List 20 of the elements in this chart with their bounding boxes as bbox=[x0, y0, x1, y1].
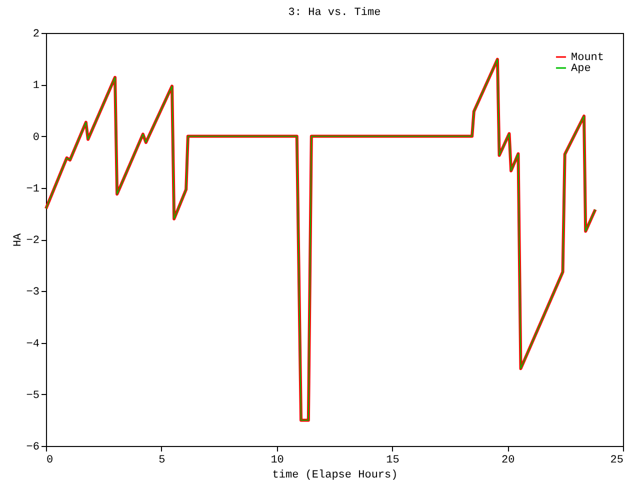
y-tick-label: −4 bbox=[26, 338, 40, 350]
legend-label: Mount bbox=[571, 52, 604, 64]
x-tick-label: 10 bbox=[270, 454, 284, 466]
y-tick-label: 2 bbox=[32, 28, 40, 40]
y-tick-label: −3 bbox=[26, 286, 40, 299]
x-tick-label: 15 bbox=[386, 454, 400, 466]
y-tick-label: −2 bbox=[26, 235, 40, 247]
chart-title: 3: Ha vs. Time bbox=[288, 7, 381, 19]
x-tick-label: 25 bbox=[610, 454, 624, 466]
y-axis-title: HA bbox=[12, 233, 24, 247]
x-axis-title: time (Elapse Hours) bbox=[272, 470, 398, 480]
x-tick-label: 0 bbox=[46, 454, 54, 466]
x-tick-label: 20 bbox=[502, 454, 515, 466]
x-tick-label: 5 bbox=[158, 454, 166, 466]
y-tick-label: −1 bbox=[26, 183, 40, 196]
y-tick-label: 0 bbox=[32, 132, 40, 144]
legend-label: Ape bbox=[571, 63, 591, 75]
y-tick-label: −6 bbox=[26, 442, 40, 454]
y-tick-label: 1 bbox=[32, 80, 40, 92]
y-tick-label: −5 bbox=[26, 390, 40, 402]
